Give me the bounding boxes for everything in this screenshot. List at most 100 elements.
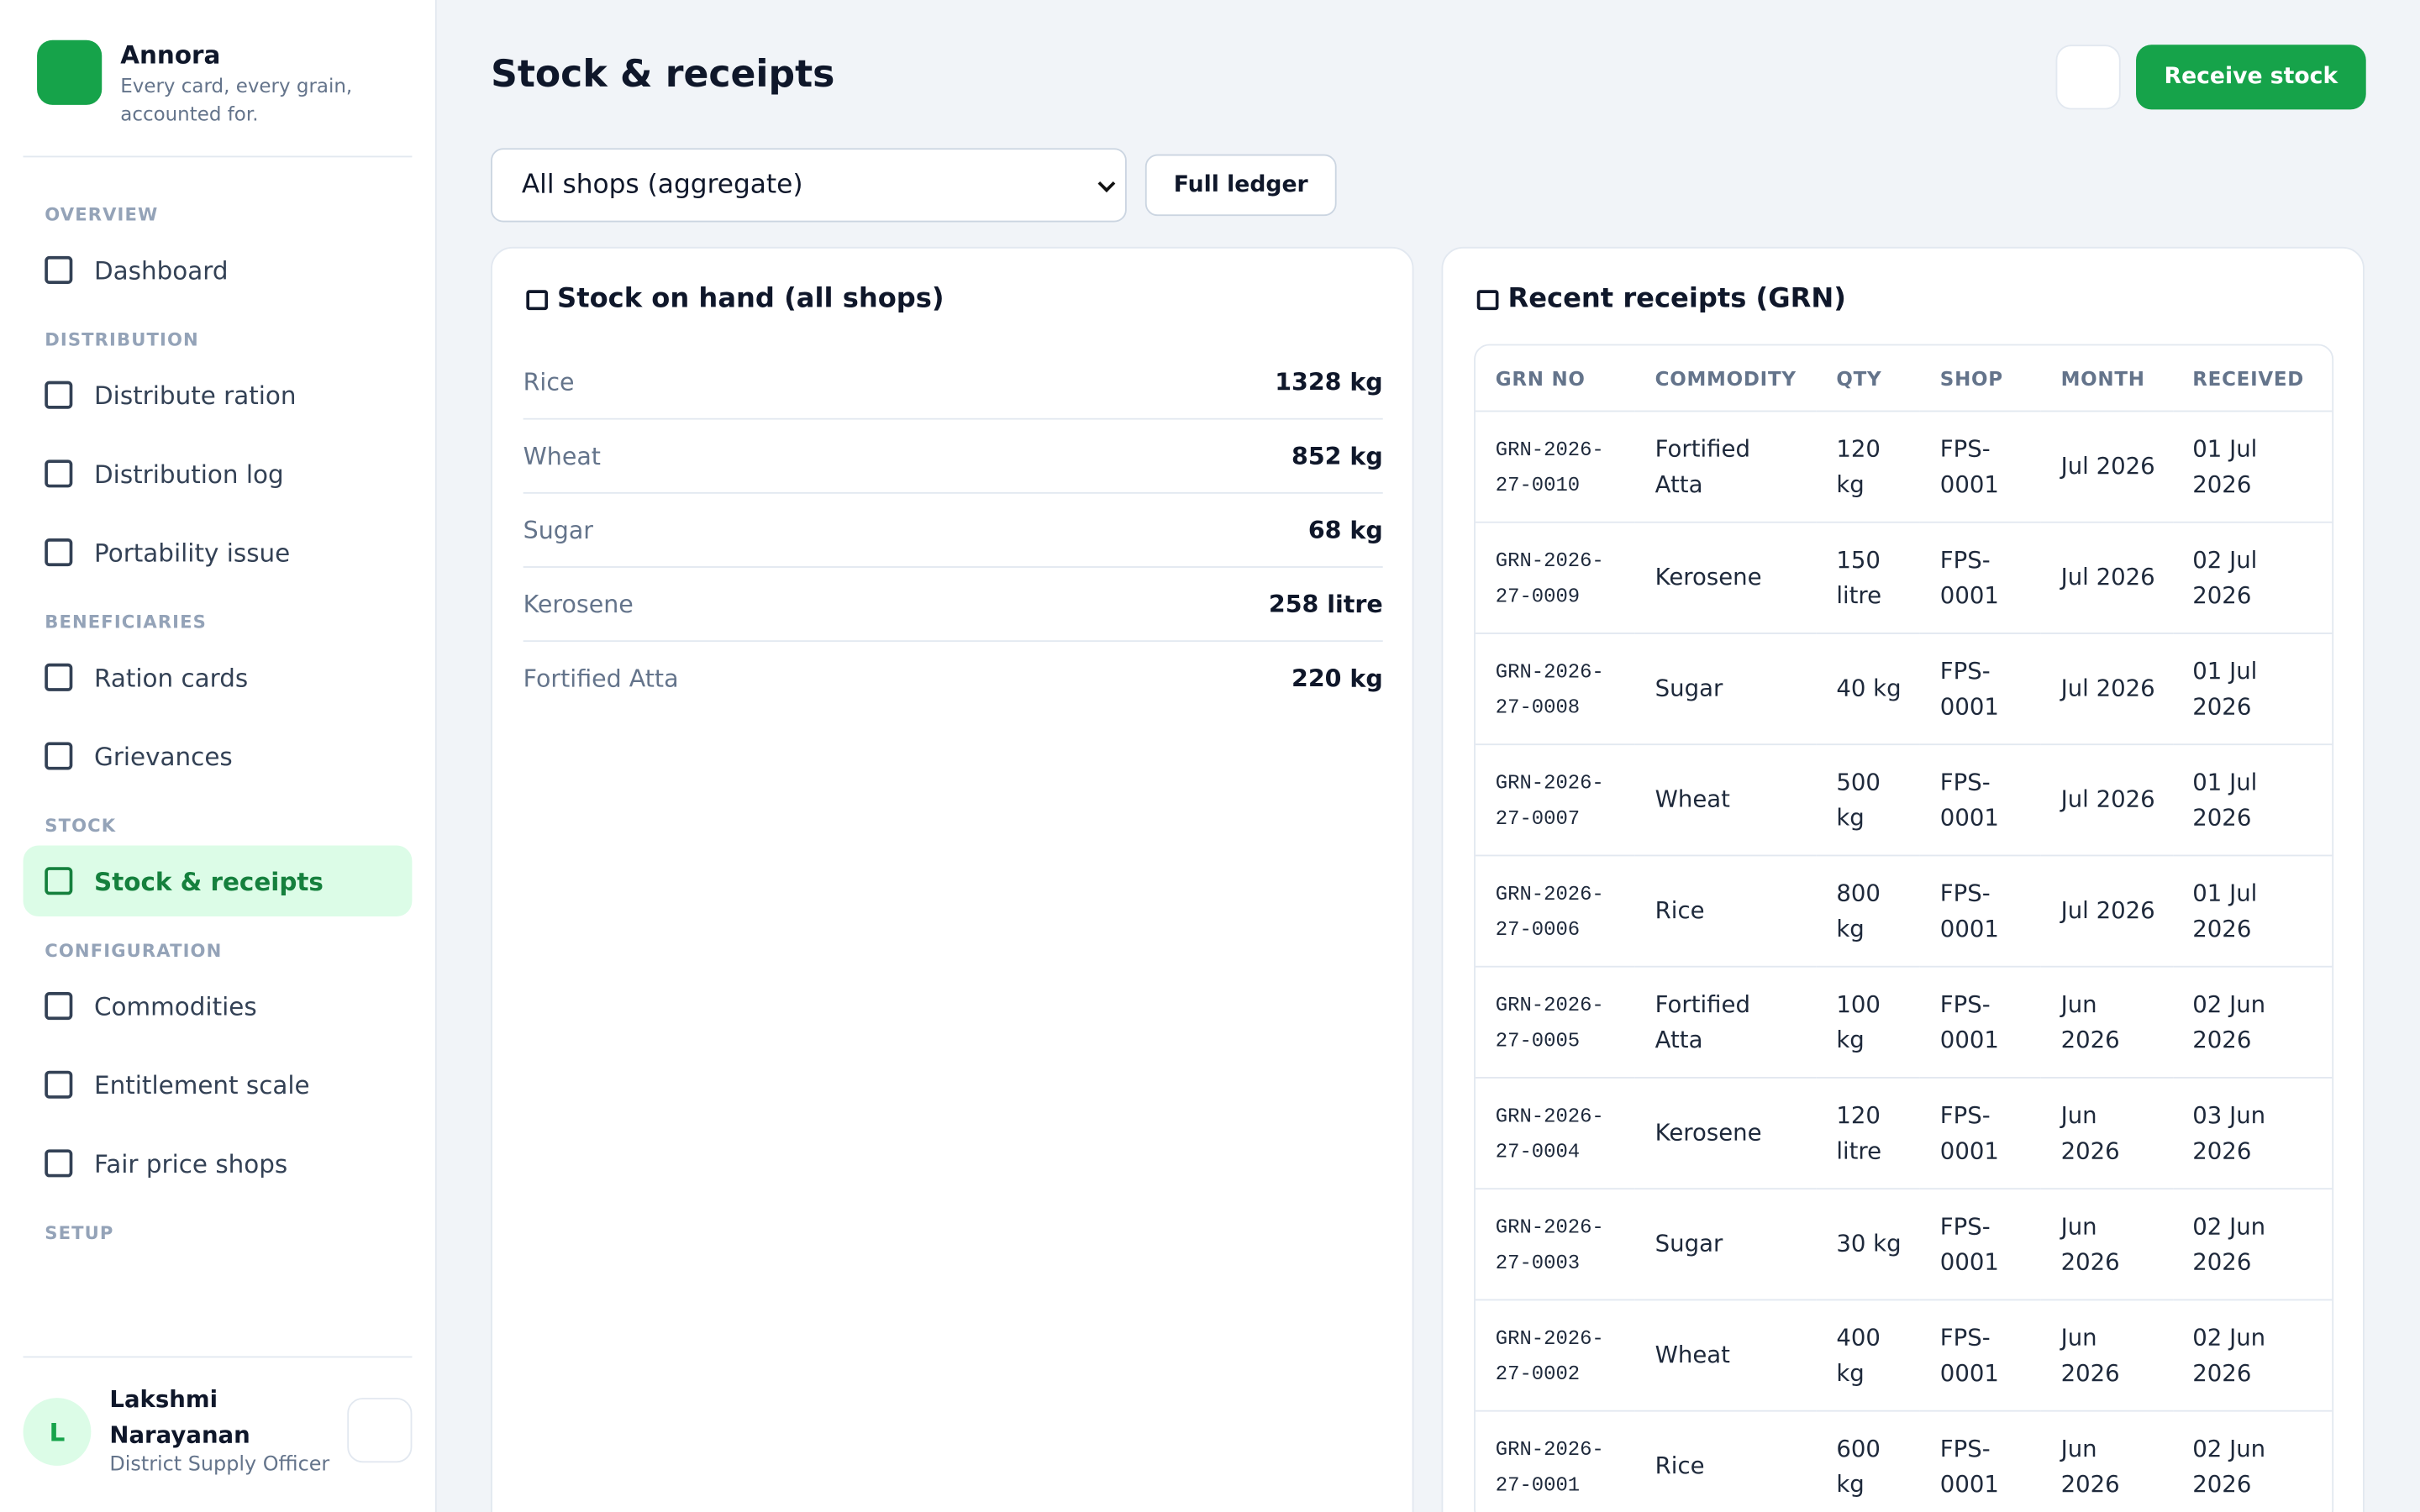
nav-section: DISTRIBUTION: [45, 328, 199, 350]
nav-item[interactable]: Ration cards: [24, 642, 413, 712]
brand-name: Annora: [120, 39, 221, 70]
cell: 30 kg: [1816, 1189, 1920, 1301]
cell: GRN-2026-27-0003: [1475, 1189, 1635, 1301]
cell: Rice: [1635, 1412, 1817, 1512]
cell: FPS-0001: [1920, 1412, 2041, 1512]
nav-item[interactable]: Fair price shops: [24, 1128, 413, 1199]
nav-icon: [45, 663, 73, 691]
page-title: Stock & receipts: [491, 52, 835, 96]
nav-item[interactable]: Commodities: [24, 970, 413, 1041]
cell: 01 Jul 2026: [2172, 412, 2333, 523]
stock-row: Wheat 852 kg: [523, 420, 1383, 494]
nav-label: Ration cards: [94, 662, 249, 692]
cell: FPS-0001: [1919, 1079, 2041, 1190]
cell: Kerosene: [1634, 1079, 1817, 1190]
table-body: GRN-2026-27-0010 Fortified Atta 120 kg FPS-…: [1475, 412, 2333, 1512]
cell: Rice: [1634, 856, 1817, 968]
cell: Kerosene: [1634, 523, 1817, 634]
cell: Jul 2026: [2040, 856, 2173, 968]
column-header: COMMODITY: [1634, 345, 1817, 412]
card-title: Stock on hand (all shops): [526, 284, 944, 315]
cell: FPS-0001: [1919, 856, 2041, 968]
cell: Jun 2026: [2040, 1079, 2173, 1190]
cell: Jun 2026: [2040, 1300, 2173, 1412]
cell: 500 kg: [1816, 745, 1920, 857]
quantity: 68 kg: [1307, 516, 1383, 544]
cell: Wheat: [1634, 1300, 1817, 1412]
nav-icon: [45, 992, 73, 1021]
receipt-row: GRN-2026-27-0009 Kerosene 150 litre FPS-000…: [1475, 523, 2333, 634]
cell: 600 kg: [1816, 1412, 1919, 1512]
nav-label: Grievances: [94, 741, 233, 771]
receipts-card: Recent receipts (GRN) GRN NO COMMODITY QTY…: [1441, 246, 2365, 1512]
nav-item[interactable]: Distribution log: [24, 438, 413, 509]
nav-item[interactable]: Dashboard: [24, 234, 413, 305]
nav-label: Commodities: [94, 991, 257, 1021]
nav-section: CONFIGURATION: [45, 939, 223, 962]
cell: GRN-2026-27-0009: [1475, 523, 1635, 634]
column-header: MONTH: [2040, 345, 2173, 412]
cell: FPS-0001: [1919, 634, 2041, 746]
card-title-text: Recent receipts (GRN): [1507, 283, 1846, 315]
stock-row: Rice 1328 kg: [523, 345, 1383, 420]
logo: [37, 39, 103, 105]
stock-row: Kerosene 258 litre: [523, 568, 1383, 643]
receipt-row: GRN-2026-27-0007 Wheat 500 kg FPS-0001 Jul 2…: [1475, 745, 2333, 857]
receipt-row: GRN-2026-27-0006 Rice 800 kg FPS-0001 Jul 20…: [1475, 856, 2333, 968]
nav-label: Entitlement scale: [94, 1069, 310, 1100]
nav-section: BENEFICIARIES: [45, 611, 208, 633]
cell: FPS-0001: [1919, 412, 2041, 523]
cell: 02 Jun 2026: [2172, 968, 2333, 1079]
quantity: 220 kg: [1292, 664, 1383, 692]
nav-item[interactable]: Portability issue: [24, 517, 413, 587]
avatar: L: [23, 1398, 92, 1466]
cell: 03 Jun 2026: [2172, 1079, 2333, 1190]
nav-item[interactable]: Grievances: [24, 721, 413, 791]
cell: FPS-0001: [1919, 968, 2041, 1079]
nav-label: Dashboard: [94, 255, 229, 285]
cell: Wheat: [1634, 745, 1817, 857]
cell: Jul 2026: [2040, 634, 2173, 746]
nav-label: Portability issue: [94, 538, 291, 568]
nav-label: Stock & receipts: [94, 866, 324, 896]
logout-button[interactable]: [347, 1398, 413, 1463]
cell: 120 kg: [1816, 412, 1920, 523]
cell: GRN-2026-27-0008: [1475, 634, 1635, 746]
commodity: Rice: [523, 368, 575, 396]
cell: GRN-2026-27-0006: [1475, 856, 1635, 968]
shop-select[interactable]: All shops (aggregate): [491, 148, 1127, 223]
stock-card: Stock on hand (all shops) Rice 1328 kg Whe…: [491, 246, 1414, 1512]
cell: 150 litre: [1816, 523, 1920, 634]
user-role: District Supply Officer: [109, 1453, 330, 1477]
receipts-table: GRN NO COMMODITY QTY SHOP MONTH RECEIVED GRN-2…: [1474, 344, 2334, 1512]
receipt-row: GRN-2026-27-0004 Kerosene 120 litre FPS-000…: [1475, 1079, 2333, 1190]
nav-label: Fair price shops: [94, 1148, 288, 1179]
nav-item[interactable]: Distribute ration: [24, 360, 413, 430]
cell: Fortified Atta: [1634, 968, 1817, 1079]
stock-row: Sugar 68 kg: [523, 494, 1383, 568]
cell: 120 litre: [1816, 1079, 1920, 1190]
commodity: Wheat: [523, 442, 601, 470]
cell: 02 Jun 2026: [2172, 1300, 2333, 1412]
quantity: 258 litre: [1268, 590, 1383, 618]
user-name: Lakshmi Narayanan: [109, 1385, 250, 1449]
cell: GRN-2026-27-0004: [1475, 1079, 1635, 1190]
sidebar: Annora Every card, every grain, accounte…: [0, 0, 437, 1512]
nav-icon: [45, 459, 73, 488]
nav-icon: [45, 381, 73, 409]
receipt-row: GRN-2026-27-0010 Fortified Atta 120 kg FPS-…: [1475, 412, 2333, 523]
cell: FPS-0001: [1919, 1189, 2041, 1301]
notifications-button[interactable]: [2055, 45, 2121, 110]
cell: Jun 2026: [2040, 1189, 2173, 1301]
receive-stock-button[interactable]: Receive stock: [2136, 45, 2366, 110]
nav-item[interactable]: Entitlement scale: [24, 1049, 413, 1120]
brand: Annora Every card, every grain, accounte…: [37, 39, 367, 129]
header-row: GRN NO COMMODITY QTY SHOP MONTH RECEIVED: [1475, 345, 2333, 412]
nav-icon: [45, 1070, 73, 1099]
cell: 02 Jun 2026: [2172, 1412, 2332, 1512]
cell: Jul 2026: [2040, 523, 2173, 634]
receipt-row: GRN-2026-27-0005 Fortified Atta 100 kg FPS-…: [1475, 968, 2333, 1079]
full-ledger-button[interactable]: Full ledger: [1144, 154, 1337, 217]
nav-item[interactable]: Stock & receipts: [23, 845, 413, 917]
